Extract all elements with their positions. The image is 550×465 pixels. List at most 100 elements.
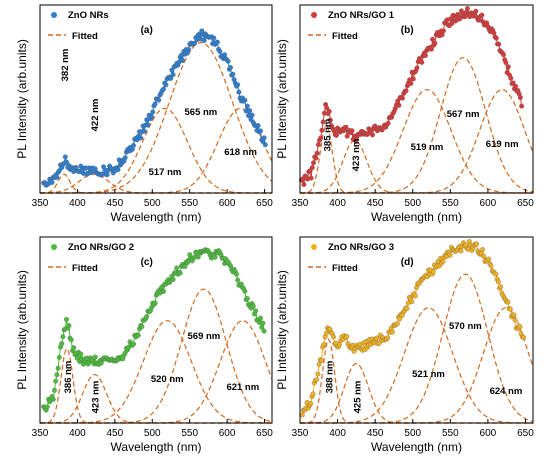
data-point <box>316 362 322 367</box>
legend-label-data: ZnO NRs/GO 2 <box>68 242 134 253</box>
data-point <box>343 124 349 130</box>
data-point <box>156 97 162 103</box>
data-point <box>408 81 414 86</box>
y-axis-label: PL Intensity (arb.units) <box>275 270 289 390</box>
data-point <box>225 58 231 64</box>
data-point <box>314 150 320 156</box>
data-point <box>139 324 145 330</box>
data-point <box>211 35 217 41</box>
data-point <box>144 314 150 320</box>
data-point <box>385 120 391 126</box>
peak-label: 422 nm <box>90 99 101 132</box>
data-point <box>161 86 166 92</box>
fitted-peak-curve <box>300 89 533 194</box>
data-point <box>409 299 415 305</box>
data-point <box>152 300 158 306</box>
data-point <box>389 329 395 335</box>
data-point <box>62 154 68 160</box>
data-point <box>313 155 319 161</box>
plot-frame <box>39 236 273 424</box>
data-point <box>249 112 255 118</box>
data-point <box>177 270 183 276</box>
panel-label: (d) <box>401 257 414 268</box>
fitted-peak-curve <box>40 320 273 424</box>
data-point <box>323 330 329 336</box>
data-point <box>310 391 316 397</box>
y-axis-label: PL Intensity (arb.units) <box>275 39 289 159</box>
legend-label-fit: Fitted <box>72 31 98 42</box>
data-point <box>78 351 84 357</box>
data-point <box>180 58 186 64</box>
legend-label-fit: Fitted <box>332 263 358 274</box>
data-point <box>430 269 436 275</box>
data-point <box>403 88 409 94</box>
panel-label: (b) <box>401 25 414 36</box>
data-point <box>64 159 69 165</box>
data-point <box>486 256 492 262</box>
x-tick-label: 650 <box>256 198 273 209</box>
data-point <box>344 133 350 139</box>
data-point <box>508 75 514 81</box>
data-point <box>503 60 509 65</box>
legend-marker-data <box>51 244 57 250</box>
data-point <box>320 119 326 125</box>
data-point <box>262 142 268 148</box>
chart-panel-d: 350 400 450 500 550 600 650 Wavelength (nm) PL I… <box>275 236 534 454</box>
data-point <box>244 296 250 302</box>
peak-label: 619 nm <box>486 139 519 150</box>
data-point <box>326 108 332 114</box>
data-point <box>479 12 485 18</box>
data-point <box>56 354 62 360</box>
data-point <box>430 36 436 42</box>
data-point <box>242 97 248 103</box>
data-point <box>122 155 128 161</box>
data-point <box>169 67 175 73</box>
data-point <box>261 135 267 141</box>
data-point <box>115 167 121 173</box>
data-point <box>319 127 325 133</box>
legend-label-data: ZnO NRs/GO 3 <box>328 242 394 253</box>
peak-label: 624 nm <box>490 386 523 397</box>
data-point <box>505 299 511 305</box>
x-tick-label: 400 <box>69 198 86 209</box>
data-point <box>517 95 523 101</box>
data-point <box>104 172 110 178</box>
x-tick-label: 500 <box>404 428 421 439</box>
peak-label: 621 nm <box>226 382 259 393</box>
peak-label: 388 nm <box>325 361 336 394</box>
data-point <box>344 334 350 340</box>
x-tick-label: 400 <box>329 198 346 209</box>
chart-panel-c: 350 400 450 500 550 600 650 Wavelength (nm) PL I… <box>15 236 273 454</box>
data-point <box>396 102 402 108</box>
data-point <box>314 377 320 383</box>
data-point <box>397 316 403 322</box>
data-point <box>455 11 461 17</box>
x-tick-label: 550 <box>181 428 198 439</box>
chart-panel-a: 350 400 450 500 550 600 650 Wavelength (nm) PL I… <box>15 4 273 224</box>
data-point <box>480 247 486 252</box>
data-point <box>131 341 136 347</box>
data-point <box>319 358 324 364</box>
data-point <box>318 135 324 141</box>
x-tick-label: 600 <box>219 198 236 209</box>
peak-label: 570 nm <box>449 321 482 332</box>
plot-frame <box>299 4 534 194</box>
legend-marker-data <box>311 12 317 18</box>
x-tick-label: 650 <box>517 428 534 439</box>
data-point <box>52 387 57 393</box>
data-point <box>49 180 55 185</box>
peak-label: 382 nm <box>60 49 71 82</box>
chart-panel-b: 350 400 450 500 550 600 650 Wavelength (nm) PL I… <box>275 4 534 224</box>
data-point <box>495 279 501 285</box>
data-point <box>315 371 321 377</box>
data-point <box>309 165 315 171</box>
data-point <box>214 39 220 45</box>
peak-label: 519 nm <box>411 142 444 153</box>
x-tick-label: 450 <box>367 428 384 439</box>
data-point <box>521 335 526 340</box>
data-point <box>511 312 517 318</box>
legend-marker-data <box>51 12 57 18</box>
data-point <box>152 101 158 107</box>
data-point <box>440 28 446 34</box>
